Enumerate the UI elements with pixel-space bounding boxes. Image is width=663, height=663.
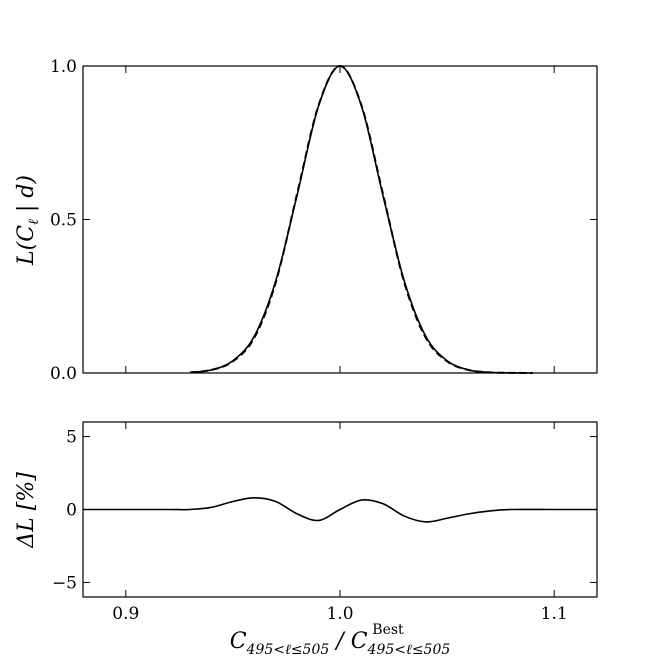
- top-plot-frame: [82, 65, 598, 374]
- top-y-tick-label: 0.5: [50, 211, 77, 231]
- bottom-series-solid-line: [83, 497, 597, 523]
- bottom-y-tick-label: −5: [52, 573, 77, 593]
- top-y-tick-label: 0.0: [50, 364, 77, 384]
- top-y-axis-label: L(Cℓ | d): [14, 175, 42, 266]
- bottom-y-tick-label: 5: [66, 428, 77, 448]
- x-axis-label: C495<ℓ≤505 / C495<ℓ≤505Best: [230, 622, 451, 658]
- x-tick-label: 0.9: [112, 604, 139, 624]
- bottom-panel: 0.9 1.0 1.1 −5 0 5 ΔL [%] C495<ℓ≤505 / C495<ℓ…: [14, 421, 598, 658]
- top-y-tick-label: 1.0: [50, 57, 77, 77]
- bottom-series: [83, 497, 597, 523]
- bottom-ticks: 0.9 1.0 1.1 −5 0 5: [52, 422, 597, 624]
- bottom-y-tick-label: 0: [66, 501, 77, 521]
- top-ticks: 0.0 0.5 1.0: [50, 57, 597, 384]
- top-series-solid-line: [189, 65, 533, 374]
- x-tick-label: 1.1: [541, 604, 568, 624]
- x-tick-label: 1.0: [326, 604, 353, 624]
- top-series-dashed-line: [189, 64, 533, 374]
- bottom-y-axis-label: ΔL [%]: [14, 472, 39, 549]
- top-panel: 0.0 0.5 1.0 L(Cℓ | d): [14, 57, 598, 384]
- top-series: [189, 64, 533, 374]
